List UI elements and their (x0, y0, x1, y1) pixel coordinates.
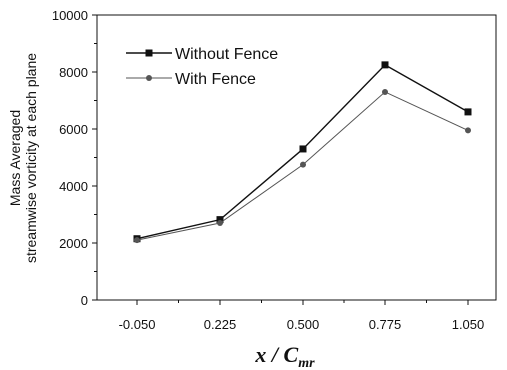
y-axis-label-line-1: Mass Averaged (7, 110, 23, 206)
data-point (465, 127, 471, 134)
data-point (381, 61, 389, 69)
x-axis-label-subscript: mr (298, 356, 315, 370)
y-axis: 0 2000 4000 6000 8000 10000 (52, 8, 97, 308)
x-tick-label: -0.050 (119, 317, 156, 332)
series-layer (133, 61, 472, 244)
x-axis: -0.050 0.225 0.500 0.775 1.050 (119, 300, 485, 332)
plot-area (96, 14, 497, 301)
x-axis-label-main: x / C (254, 342, 298, 367)
data-point (216, 216, 224, 224)
data-point (134, 237, 140, 244)
legend-marker (146, 75, 152, 81)
legend-label: With Fence (175, 71, 256, 88)
data-point (464, 108, 472, 116)
y-axis-label-line-2: streamwise vorticity at each plane (23, 53, 39, 263)
y-tick-label: 4000 (59, 179, 88, 194)
data-point (299, 145, 307, 153)
y-tick-label: 10000 (52, 8, 88, 23)
plot-frame (96, 14, 497, 301)
x-tick-label: 0.225 (204, 317, 237, 332)
x-axis-label: x / Cmr (254, 342, 315, 370)
y-tick-label: 2000 (59, 236, 88, 251)
series-1 (134, 88, 471, 244)
x-tick-label: 1.050 (452, 317, 485, 332)
y-tick-label: 8000 (59, 65, 88, 80)
data-point (217, 220, 223, 227)
legend: Without Fence With Fence (126, 46, 278, 88)
x-tick-label: 0.775 (369, 317, 402, 332)
series-0 (133, 61, 472, 243)
y-tick-label: 0 (81, 293, 88, 308)
y-tick-label: 6000 (59, 122, 88, 137)
legend-label: Without Fence (175, 46, 278, 63)
legend-marker (145, 49, 153, 57)
data-point (382, 88, 388, 95)
x-tick-label: 0.500 (287, 317, 320, 332)
data-point (300, 161, 306, 168)
